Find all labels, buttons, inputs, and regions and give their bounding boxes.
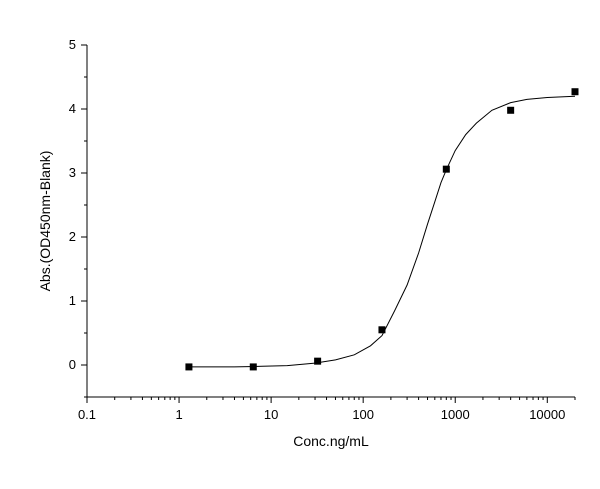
y-tick-label: 5 (69, 37, 76, 52)
data-point (314, 357, 322, 365)
x-axis-title: Conc.ng/mL (293, 433, 369, 449)
y-tick-label: 3 (69, 165, 76, 180)
y-axis-title: Abs.(OD450nm-Blank) (37, 151, 53, 292)
fit-curve-layer (188, 95, 576, 368)
data-point (249, 363, 257, 371)
data-point (571, 88, 579, 96)
y-tick-label: 2 (69, 229, 76, 244)
data-point (442, 165, 450, 173)
x-tick-label: 100 (352, 407, 374, 422)
x-tick-label: 10000 (529, 407, 565, 422)
y-tick-label: 4 (69, 101, 76, 116)
axes (86, 45, 575, 398)
y-tick-label: 1 (69, 293, 76, 308)
x-tick-label: 10 (264, 407, 278, 422)
data-points-layer (185, 88, 579, 371)
data-point (378, 326, 386, 334)
data-point (507, 106, 515, 114)
x-tick-label: 1000 (441, 407, 470, 422)
x-tick-label: 0.1 (78, 407, 96, 422)
data-point (185, 363, 193, 371)
y-tick-label: 0 (69, 357, 76, 372)
fitted-curve (188, 95, 576, 368)
ticks: 0 1 2 3 4 5 0.1 1 10 100 1000 10000 (69, 37, 576, 422)
x-tick-label: 1 (175, 407, 182, 422)
